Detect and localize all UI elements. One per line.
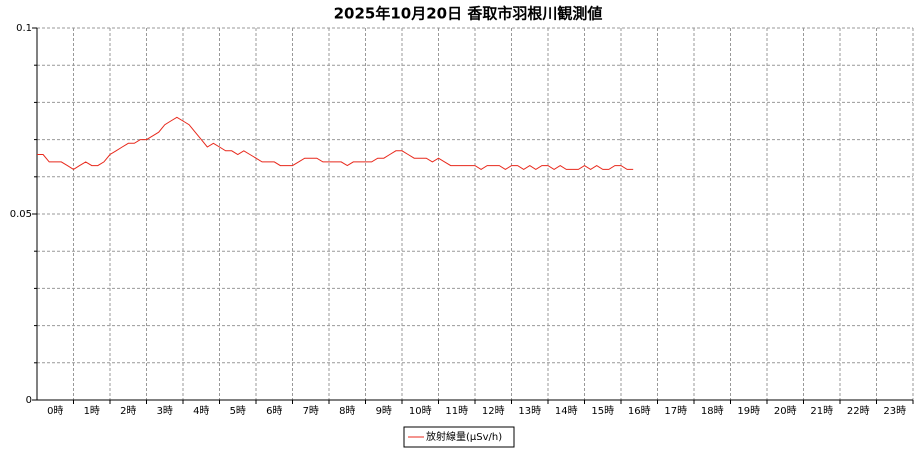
x-tick-label: 19時: [737, 405, 760, 417]
x-tick-label: 23時: [883, 405, 906, 417]
x-tick-label: 17時: [664, 405, 687, 417]
x-tick-label: 3時: [157, 405, 173, 417]
x-tick-label: 11時: [445, 405, 468, 417]
y-tick-label: 0.1: [16, 23, 32, 34]
x-tick-label: 21時: [810, 405, 833, 417]
x-tick-label: 7時: [303, 405, 319, 417]
chart-title: 2025年10月20日 香取市羽根川観測値: [334, 5, 603, 23]
x-tick-label: 15時: [591, 405, 614, 417]
x-tick-label: 5時: [230, 405, 246, 417]
x-tick-label: 12時: [482, 405, 505, 417]
x-tick-label: 16時: [628, 405, 651, 417]
y-tick-label: 0.05: [10, 209, 32, 220]
x-tick-label: 8時: [339, 405, 355, 417]
x-tick-label: 10時: [409, 405, 432, 417]
x-tick-label: 22時: [847, 405, 870, 417]
x-tick-label: 14時: [555, 405, 578, 417]
x-tick-label: 9時: [376, 405, 392, 417]
x-tick-label: 4時: [193, 405, 209, 417]
legend-label: 放射線量(µSv/h): [426, 430, 502, 443]
y-tick-label: 0: [26, 395, 32, 406]
legend-box: [403, 426, 515, 448]
x-tick-label: 0時: [47, 405, 63, 417]
x-tick-label: 20時: [774, 405, 797, 417]
x-tick-label: 2時: [120, 405, 136, 417]
x-tick-label: 13時: [518, 405, 541, 417]
x-tick-label: 1時: [84, 405, 100, 417]
data-line: [37, 116, 634, 170]
x-tick-label: 18時: [701, 405, 724, 417]
x-tick-label: 6時: [266, 405, 282, 417]
